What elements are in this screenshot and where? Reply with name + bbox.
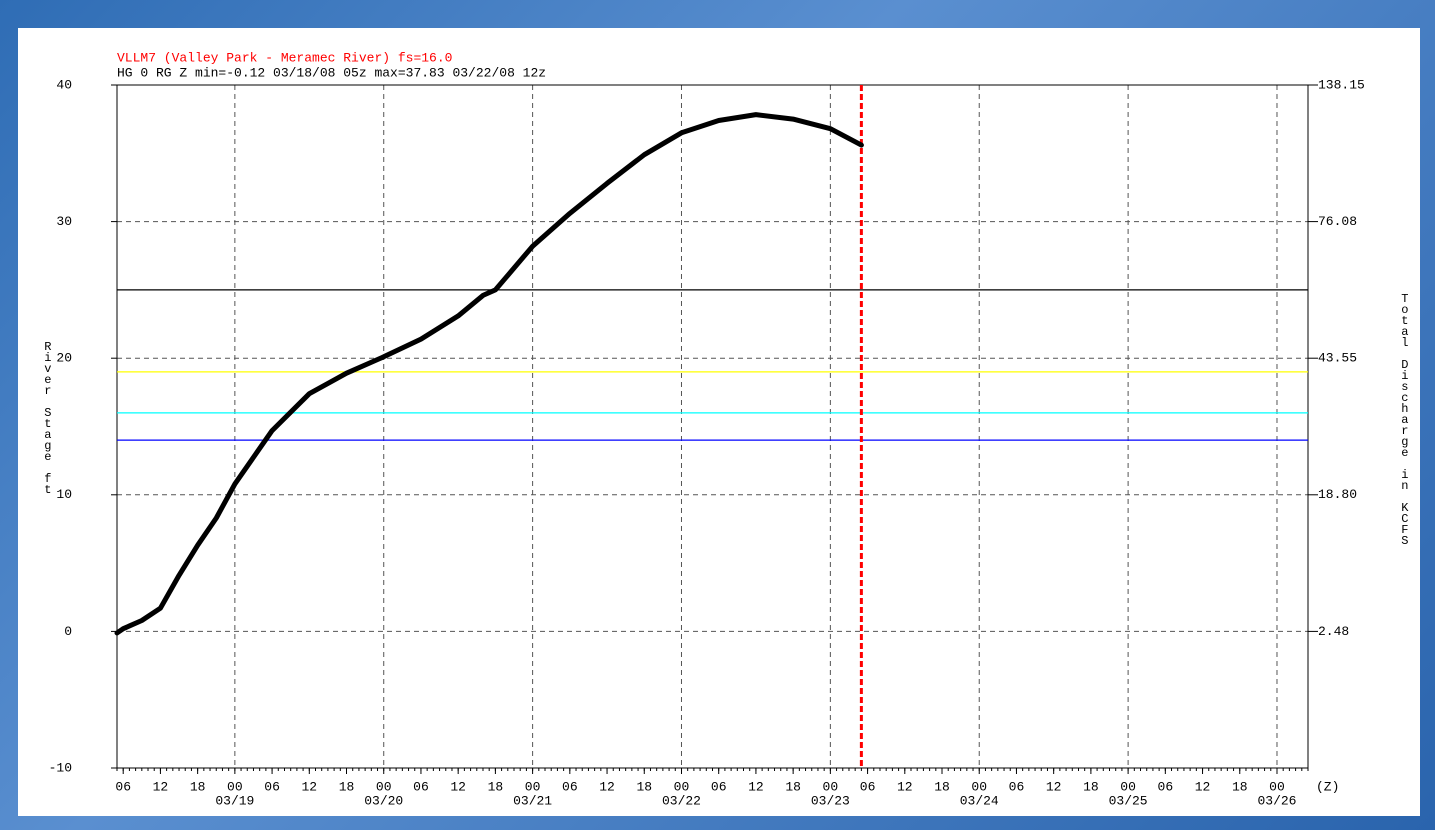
x-unit: (Z): [1316, 779, 1339, 794]
chart-background: [18, 28, 1420, 816]
x-tick-label: 06: [115, 779, 131, 794]
x-tick-label: 06: [264, 779, 280, 794]
x-tick-label: 06: [860, 779, 876, 794]
x-tick-label: 00: [227, 779, 243, 794]
y-tick-label: 0: [64, 624, 72, 639]
x-tick-label: 12: [1046, 779, 1062, 794]
x-tick-label: 00: [525, 779, 541, 794]
x-tick-label: 00: [971, 779, 987, 794]
x-tick-label: 12: [599, 779, 615, 794]
x-date-label: 03/24: [960, 793, 999, 808]
x-tick-label: 06: [1158, 779, 1174, 794]
y2-axis-label: Total Discharge in KCFS: [1398, 292, 1412, 545]
chart-subtitle: HG 0 RG Z min=-0.12 03/18/08 05z max=37.…: [117, 65, 546, 80]
x-tick-label: 12: [897, 779, 913, 794]
x-tick-label: 12: [1195, 779, 1211, 794]
x-tick-label: 18: [934, 779, 950, 794]
x-tick-label: 12: [748, 779, 764, 794]
x-tick-label: 18: [785, 779, 801, 794]
y2-tick-label: 43.55: [1318, 351, 1357, 366]
x-tick-label: 06: [413, 779, 429, 794]
y2-tick-label: 138.15: [1318, 77, 1365, 92]
x-date-label: 03/21: [513, 793, 552, 808]
x-tick-label: 18: [190, 779, 206, 794]
y2-tick-label: 18.80: [1318, 487, 1357, 502]
x-tick-label: 00: [1120, 779, 1136, 794]
x-tick-label: 12: [301, 779, 317, 794]
x-tick-label: 00: [674, 779, 690, 794]
x-date-label: 03/25: [1109, 793, 1148, 808]
stage-line: [114, 112, 864, 636]
x-tick-label: 00: [1269, 779, 1285, 794]
x-tick-label: 18: [339, 779, 355, 794]
x-date-label: 03/19: [215, 793, 254, 808]
x-tick-label: 18: [1232, 779, 1248, 794]
x-tick-label: 18: [1083, 779, 1099, 794]
x-tick-label: 12: [450, 779, 466, 794]
x-tick-label: 06: [711, 779, 727, 794]
x-date-label: 03/20: [364, 793, 403, 808]
y-tick-label: -10: [49, 760, 72, 775]
x-tick-label: 06: [562, 779, 578, 794]
x-tick-label: 12: [153, 779, 169, 794]
y2-tick-label: 76.08: [1318, 214, 1357, 229]
x-tick-label: 06: [1009, 779, 1025, 794]
x-tick-label: 00: [376, 779, 392, 794]
x-tick-label: 18: [636, 779, 652, 794]
y-tick-label: 10: [56, 487, 72, 502]
y-axis-label: River Stage ft: [41, 340, 55, 494]
x-date-label: 03/23: [811, 793, 850, 808]
y2-tick-label: 2.48: [1318, 624, 1349, 639]
y-tick-label: 30: [56, 214, 72, 229]
x-tick-label: 18: [488, 779, 504, 794]
x-tick-label: 00: [823, 779, 839, 794]
x-date-label: 03/22: [662, 793, 701, 808]
x-date-label: 03/26: [1257, 793, 1296, 808]
chart-title: VLLM7 (Valley Park - Meramec River) fs=1…: [117, 50, 452, 65]
y-tick-label: 20: [56, 351, 72, 366]
y-tick-label: 40: [56, 77, 72, 92]
